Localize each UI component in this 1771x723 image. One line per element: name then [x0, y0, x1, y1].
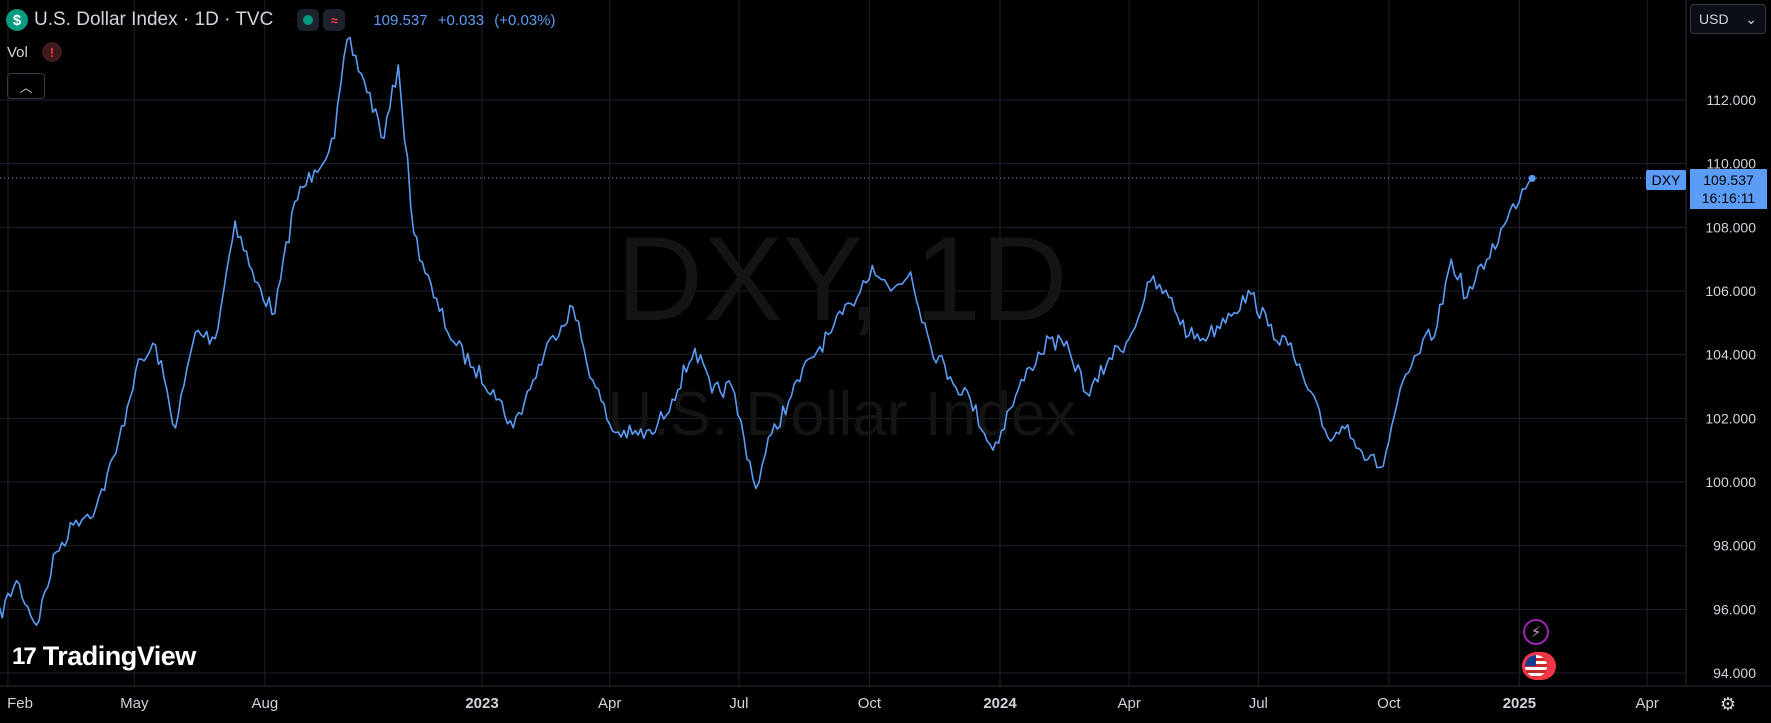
- volume-legend[interactable]: Vol !: [7, 42, 62, 62]
- time-tick-label: Apr: [1117, 695, 1140, 712]
- grid: [0, 0, 1686, 686]
- collapse-legend-button[interactable]: ︿: [7, 73, 45, 99]
- volume-label: Vol: [7, 43, 28, 61]
- price-axis[interactable]: 112.000 110.000 108.000 106.000 104.000 102.0…: [1705, 92, 1756, 681]
- tradingview-logo[interactable]: 17 TradingView: [12, 641, 196, 672]
- data-delay-icon: ≈: [323, 9, 346, 31]
- price-tick-label: 102.000: [1705, 410, 1756, 426]
- time-tick-label: 2025: [1503, 695, 1536, 712]
- last-price-tag: 109.537 16:16:11: [1690, 169, 1767, 209]
- tradingview-logo-text: TradingView: [42, 641, 197, 671]
- price-tick-label: 94.000: [1713, 665, 1756, 681]
- price-tick-label: 112.000: [1706, 92, 1756, 108]
- time-tick-label: Oct: [858, 695, 882, 712]
- price-change: +0.033: [437, 11, 485, 29]
- warning-icon[interactable]: !: [41, 42, 62, 62]
- price-tick-label: 108.000: [1705, 219, 1756, 235]
- bar-countdown: 16:16:11: [1701, 190, 1756, 206]
- price-tick-label: 110.000: [1706, 156, 1756, 172]
- time-tick-label: 2023: [465, 695, 498, 712]
- last-price-dot: [1528, 174, 1536, 182]
- symbol-price-tag: DXY: [1646, 170, 1686, 190]
- gear-icon[interactable]: ⚙: [1719, 693, 1737, 714]
- price-tick-label: 100.000: [1705, 474, 1756, 490]
- time-tick-label: Jul: [729, 695, 748, 712]
- dollar-icon: $: [6, 9, 28, 31]
- time-tick-label: Aug: [252, 695, 279, 712]
- us-flag-event-icon[interactable]: [1522, 652, 1556, 680]
- tradingview-logo-icon: 17: [12, 642, 37, 670]
- price-change-pct: (+0.03%): [494, 11, 556, 29]
- quote: 109.537 +0.033 (+0.03%): [373, 12, 561, 29]
- price-tick-label: 104.000: [1705, 347, 1756, 363]
- watermark-symbol: DXY, 1D: [616, 212, 1067, 346]
- time-tick-label: 2024: [983, 695, 1017, 712]
- time-tick-label: Apr: [1635, 695, 1658, 712]
- currency-value: USD: [1699, 11, 1729, 27]
- chevron-up-icon: ︿: [19, 79, 33, 95]
- market-open-icon: [297, 9, 320, 31]
- time-tick-label: Apr: [598, 695, 621, 712]
- chevron-down-icon: ⌄: [1745, 10, 1757, 27]
- last-price-value: 109.537: [1703, 172, 1754, 188]
- time-tick-label: Jul: [1249, 695, 1268, 712]
- chart-legend: $ U.S. Dollar Index · 1D · TVC ≈ 109.537…: [6, 8, 562, 32]
- time-tick-label: Feb: [7, 695, 33, 712]
- currency-selector[interactable]: USD ⌄: [1690, 4, 1766, 34]
- watermark-name: U.S. Dollar Index: [608, 380, 1077, 449]
- lightning-event-icon[interactable]: ⚡: [1523, 619, 1549, 645]
- symbol-title[interactable]: U.S. Dollar Index · 1D · TVC: [34, 9, 274, 30]
- price-tick-label: 106.000: [1705, 283, 1756, 299]
- price-tick-label: 96.000: [1713, 601, 1756, 617]
- watermark: DXY, 1D U.S. Dollar Index: [608, 212, 1077, 449]
- price-tick-label: 98.000: [1713, 538, 1756, 554]
- time-axis[interactable]: Feb May Aug 2023 Apr Jul Oct 2024 Apr Jul Oct 2025 A…: [7, 695, 1659, 712]
- us-flag-icon: [1525, 655, 1547, 677]
- time-tick-label: May: [120, 695, 149, 712]
- last-price: 109.537: [373, 11, 428, 29]
- market-status[interactable]: ≈: [297, 9, 346, 31]
- dxy-price-line: [0, 36, 1533, 626]
- time-tick-label: Oct: [1377, 695, 1401, 712]
